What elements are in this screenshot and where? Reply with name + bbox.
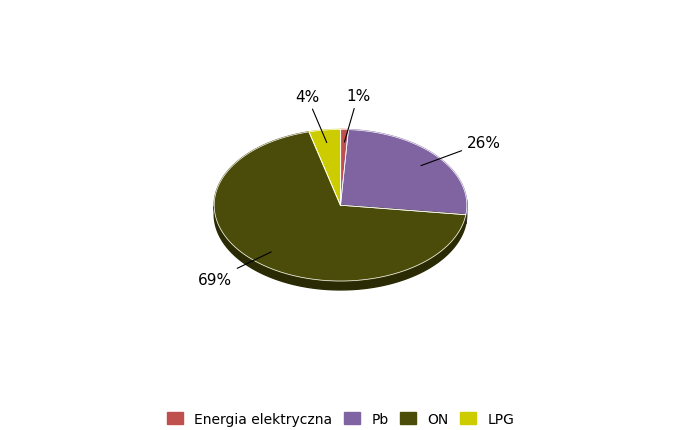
Text: 69%: 69% [197,252,271,287]
Polygon shape [340,130,349,206]
Polygon shape [215,207,466,290]
Text: 1%: 1% [345,89,370,143]
Text: 26%: 26% [421,135,501,166]
Polygon shape [340,130,466,215]
Polygon shape [340,206,466,224]
Polygon shape [340,206,466,224]
Text: 4%: 4% [295,89,327,143]
Polygon shape [309,130,340,206]
Polygon shape [215,132,466,281]
Legend: Energia elektryczna, Pb, ON, LPG: Energia elektryczna, Pb, ON, LPG [161,406,520,430]
